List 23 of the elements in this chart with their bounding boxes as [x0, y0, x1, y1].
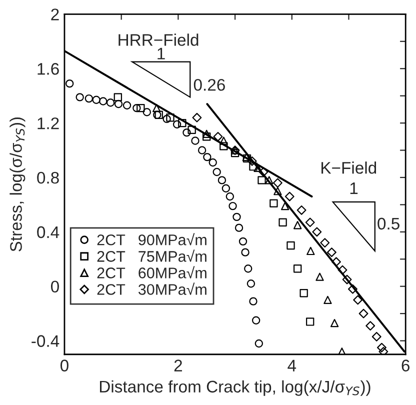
x-tick-label: 0 — [60, 360, 68, 372]
y-tick-label: 1.6 — [38, 63, 59, 75]
x-axis-title: Distance from Crack tip, log(x/J/σ$_{YS}$)) — [100, 380, 370, 396]
legend-label: 2CT 75MPa√m — [97, 250, 206, 262]
annotation: K−Field — [322, 162, 376, 174]
annotation: 1 — [158, 48, 165, 60]
x-tick-label: 6 — [402, 360, 410, 372]
legend-label: 2CT 60MPa√m — [97, 266, 206, 278]
x-tick-label: 2 — [174, 360, 182, 372]
y-tick-label: 0.8 — [37, 172, 59, 184]
legend-label: 2CT 90MPa√m — [97, 233, 206, 246]
annotation: 1 — [350, 182, 358, 194]
y-tick-label: 0.4 — [37, 226, 60, 238]
legend-label: 2CT 30MPa√m — [97, 282, 206, 295]
annotation: HRR−Field — [118, 34, 198, 46]
y-tick-label: 1.2 — [38, 117, 59, 130]
y-axis-title: Stress, log(σ/σ$_{YS}$)) — [10, 117, 26, 252]
y-tick-label: 2 — [51, 8, 59, 20]
y-tick-label: -0.4 — [32, 335, 60, 347]
x-tick-label: 4 — [288, 360, 296, 372]
y-tick-label: 0 — [51, 280, 59, 293]
annotation: 0.5 — [378, 218, 400, 230]
annotation: 0.26 — [194, 78, 225, 91]
